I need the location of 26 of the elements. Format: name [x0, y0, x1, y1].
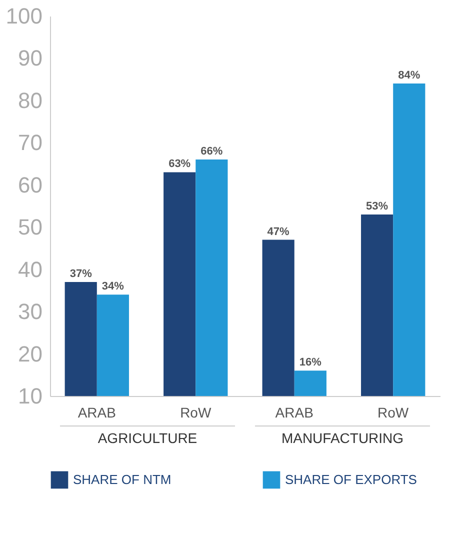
y-tick-label: 30 — [18, 299, 42, 324]
data-label: 16% — [299, 356, 322, 369]
y-tick-label: 20 — [18, 341, 42, 366]
y-tick-label: 100 — [6, 4, 42, 28]
y-tick-label: 50 — [18, 214, 42, 240]
data-label: 66% — [200, 146, 223, 158]
legend-label: SHARE OF NTM — [73, 472, 172, 487]
x-tick-label: RoW — [180, 404, 212, 420]
text: MANUFACTURING — [281, 430, 404, 446]
text: AGRICULTURE — [98, 430, 198, 446]
y-tick-label: 80 — [18, 88, 42, 113]
data-label: 53% — [366, 200, 388, 212]
y-tick-label: 70 — [18, 130, 42, 156]
data-label: 84% — [398, 70, 420, 82]
data-label: 63% — [168, 158, 191, 170]
y-tick-label: 90 — [18, 46, 42, 71]
data-label: 37% — [70, 268, 92, 280]
data-label: 47% — [267, 226, 290, 238]
y-tick-label: 40 — [18, 256, 42, 282]
legend-label: SHARE OF EXPORTS — [285, 472, 418, 487]
data-label: 34% — [102, 280, 124, 293]
y-tick-label: 10 — [18, 384, 42, 408]
x-tick-label: ARAB — [78, 404, 116, 420]
y-tick-label: 60 — [18, 172, 42, 198]
x-tick-label: ARAB — [275, 404, 314, 420]
x-tick-label: RoW — [378, 404, 410, 420]
